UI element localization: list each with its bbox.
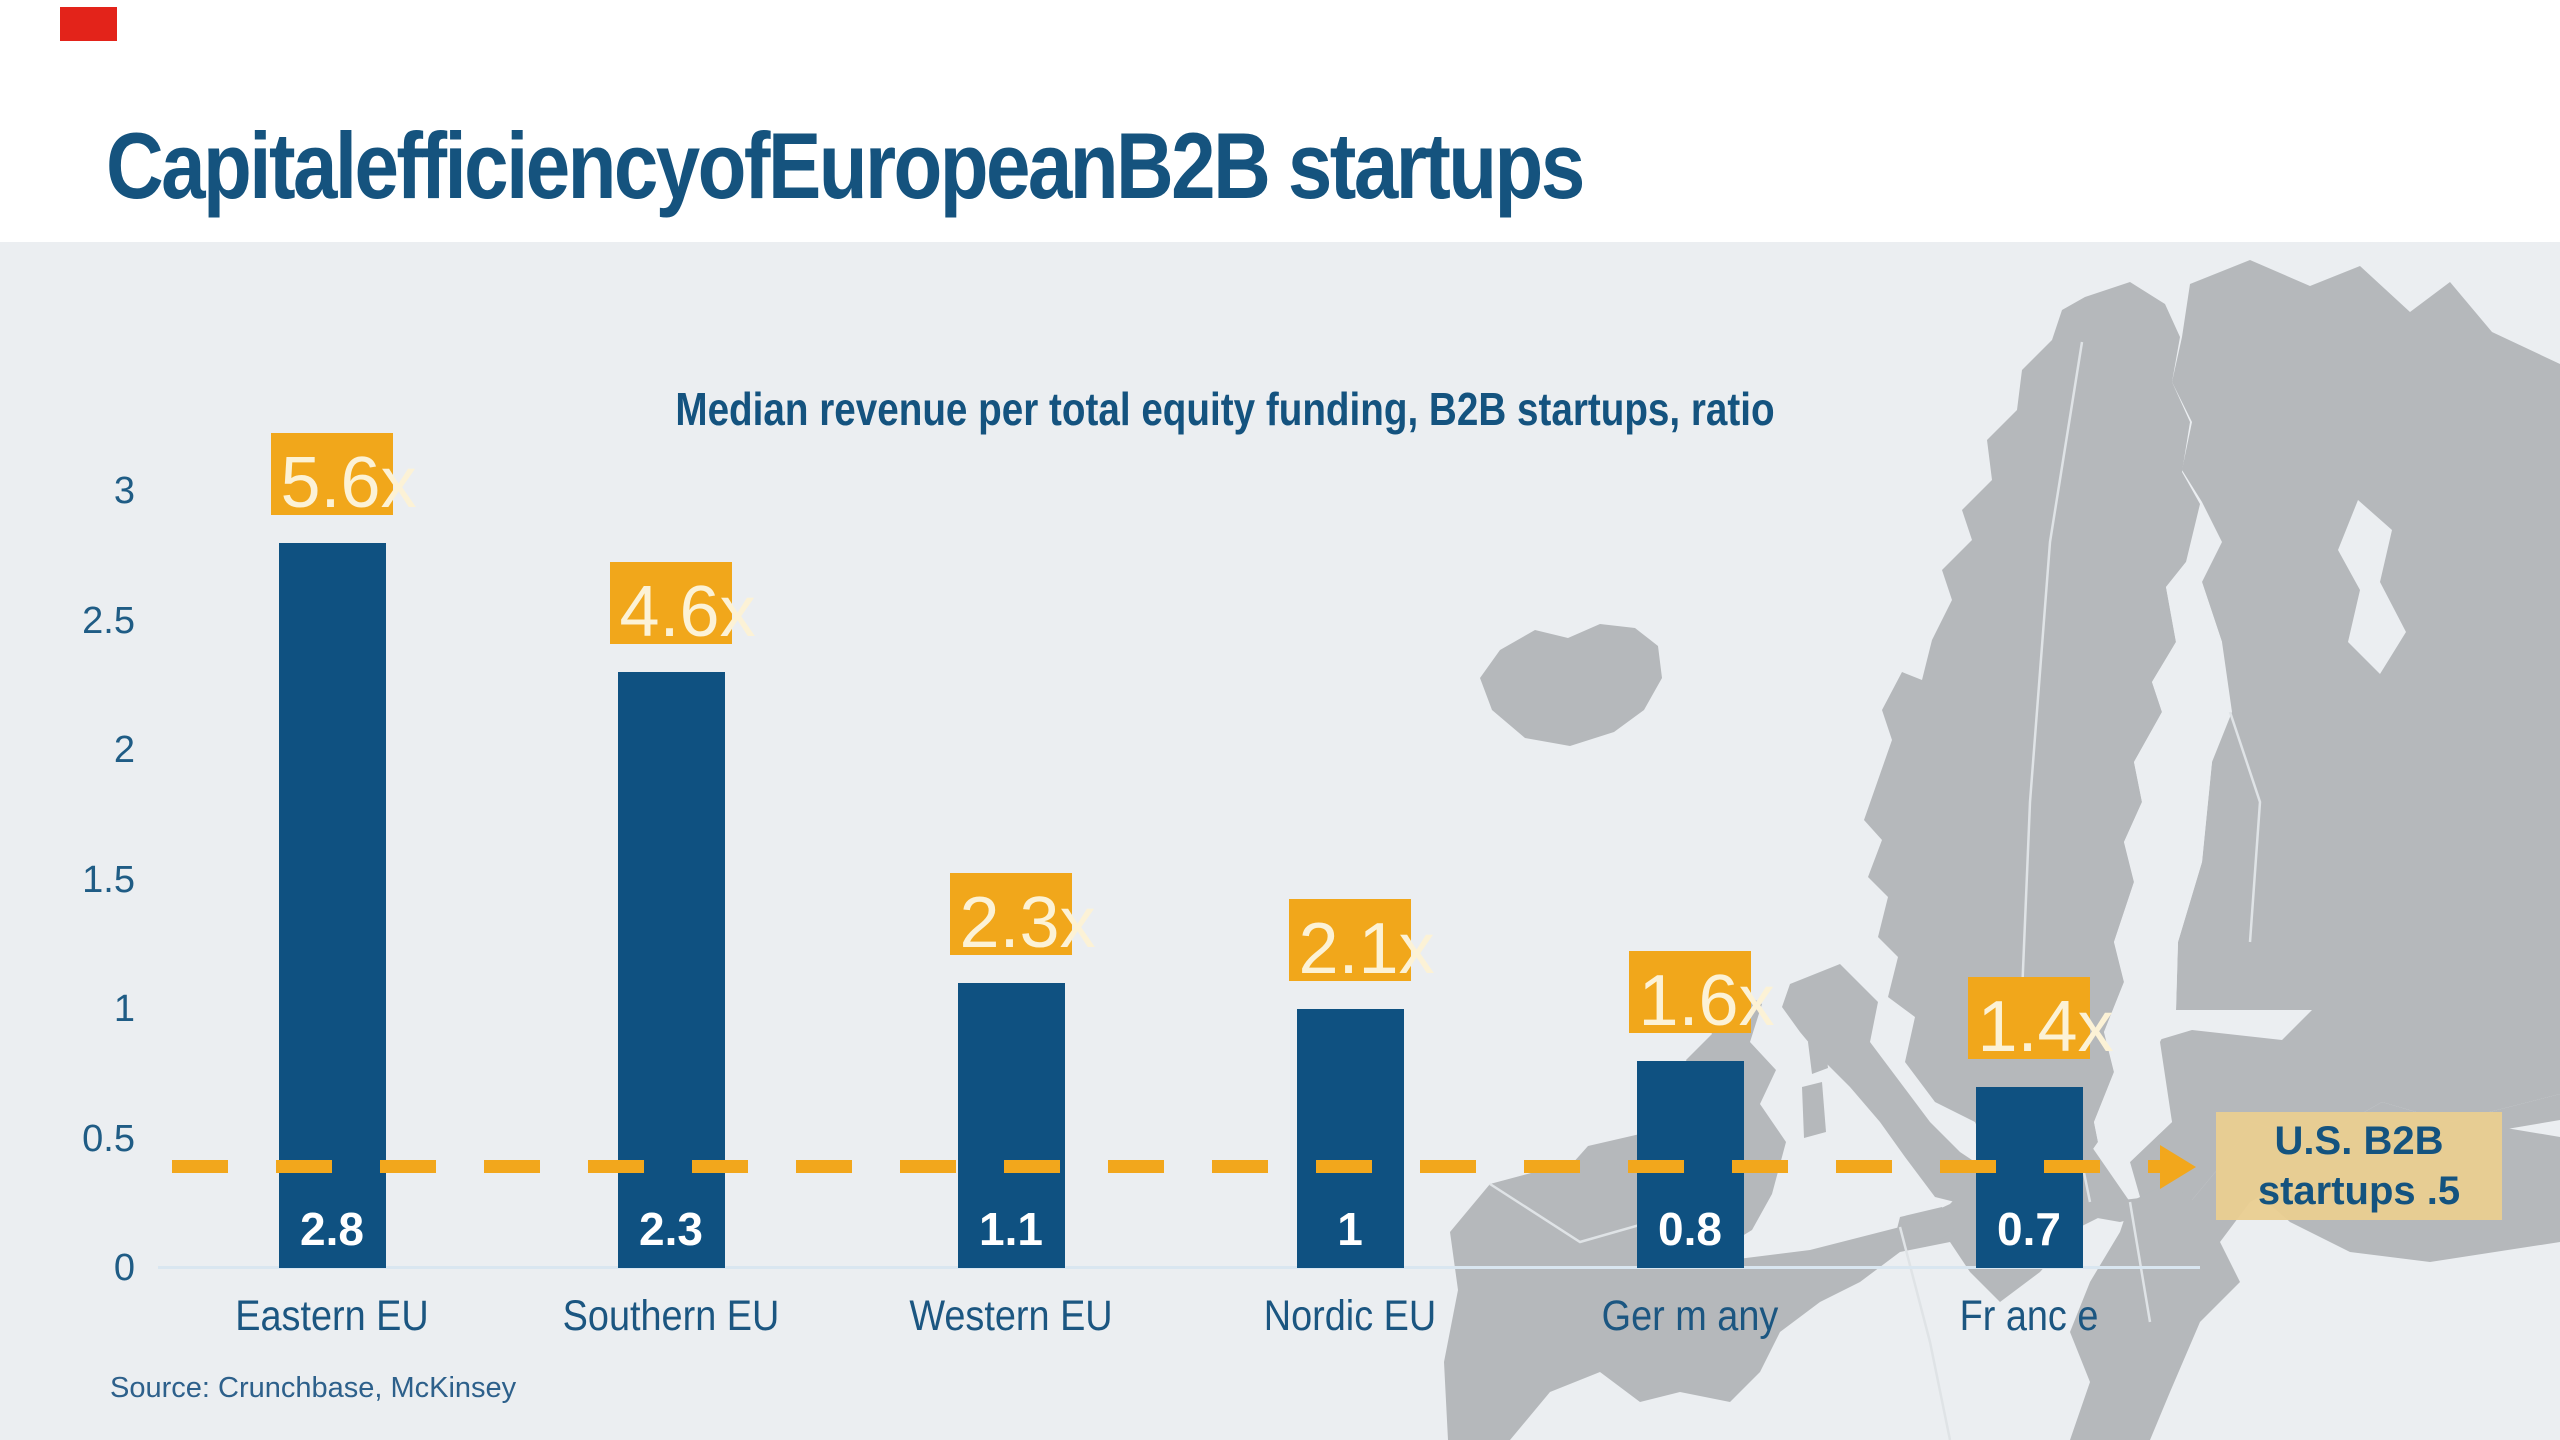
multiplier-badge-label: 1.4x bbox=[1977, 986, 2114, 1067]
bar-southern-eu bbox=[617, 672, 725, 1268]
us-callout-line2: startups .5 bbox=[2257, 1169, 2461, 1213]
x-axis-category-label: Ger m any bbox=[1601, 1292, 1779, 1340]
bar-value-label: 1 bbox=[1337, 1203, 1363, 1255]
multiplier-badge-label: 5.6x bbox=[280, 442, 417, 523]
bar-value-label: 0.8 bbox=[1658, 1203, 1722, 1255]
multiplier-badge: 1.6x bbox=[1628, 950, 1775, 1041]
map-italy bbox=[1782, 964, 1990, 1207]
map-iceland bbox=[1480, 624, 1662, 746]
multiplier-badge-label: 2.1x bbox=[1298, 909, 1435, 989]
multiplier-badge: 5.6x bbox=[270, 432, 417, 523]
y-axis-tick-label: 0 bbox=[113, 1247, 135, 1289]
red-brand-mark bbox=[60, 7, 117, 41]
multiplier-badge: 4.6x bbox=[609, 562, 756, 652]
map-white-sea bbox=[2338, 500, 2406, 674]
us-benchmark-callout: U.S. B2B startups .5 bbox=[2216, 1112, 2502, 1220]
map-sardinia bbox=[1802, 1082, 1826, 1138]
bar-value-label: 2.8 bbox=[300, 1203, 364, 1255]
bar-fr-anc-e bbox=[1975, 1086, 2083, 1268]
y-axis-tick-label: 0.5 bbox=[82, 1117, 135, 1160]
map-scandinavia bbox=[1864, 282, 2200, 1197]
bar-nordic-eu bbox=[1296, 1009, 1404, 1268]
x-axis-category-label: Southern EU bbox=[562, 1292, 780, 1340]
chart-title: Median revenue per total equity funding,… bbox=[675, 383, 1775, 435]
multiplier-badge-label: 2.3x bbox=[959, 883, 1096, 964]
map-baltic-sea bbox=[2015, 562, 2222, 1312]
arrow-right-icon bbox=[2160, 1145, 2196, 1189]
source-note: Source: Crunchbase, McKinsey bbox=[110, 1372, 517, 1404]
bar-value-label: 0.7 bbox=[1997, 1203, 2061, 1255]
map-crete bbox=[2086, 1197, 2160, 1222]
multiplier-badge: 2.1x bbox=[1288, 899, 1435, 989]
map-russia-finland bbox=[2130, 260, 2560, 1204]
map-corsica bbox=[1808, 1034, 1828, 1074]
x-axis-category-label: Nordic EU bbox=[1263, 1292, 1437, 1340]
x-axis-category-label: Eastern EU bbox=[235, 1292, 429, 1340]
bar-value-label: 1.1 bbox=[979, 1203, 1043, 1255]
y-axis-tick-label: 2 bbox=[113, 729, 135, 771]
us-callout-line1: U.S. B2B bbox=[2274, 1119, 2444, 1163]
map-borders bbox=[1489, 341, 2262, 1440]
x-axis-category-label: Western EU bbox=[909, 1292, 1113, 1340]
multiplier-badge: 1.4x bbox=[1967, 976, 2114, 1067]
y-axis-tick-label: 2.5 bbox=[82, 599, 135, 642]
x-axis-category-label: Fr anc e bbox=[1959, 1292, 2099, 1340]
y-axis-tick-label: 1.5 bbox=[82, 858, 135, 901]
map-sicily bbox=[1895, 1207, 1955, 1247]
bar-eastern-eu bbox=[278, 542, 386, 1268]
y-axis-tick-label: 1 bbox=[113, 988, 135, 1030]
multiplier-badge: 2.3x bbox=[949, 873, 1096, 963]
x-axis-line bbox=[158, 1266, 2200, 1269]
multiplier-badge-label: 1.6x bbox=[1638, 960, 1775, 1041]
multiplier-badge-label: 4.6x bbox=[619, 572, 756, 653]
bar-value-label: 2.3 bbox=[639, 1203, 703, 1255]
y-axis-tick-label: 3 bbox=[113, 470, 135, 512]
header-band bbox=[0, 0, 2560, 242]
us-reference-dashed-line bbox=[172, 1160, 2160, 1173]
bar-western-eu bbox=[957, 983, 1065, 1268]
page-title: CapitalefficiencyofEuropeanB2B startups bbox=[106, 113, 1585, 218]
